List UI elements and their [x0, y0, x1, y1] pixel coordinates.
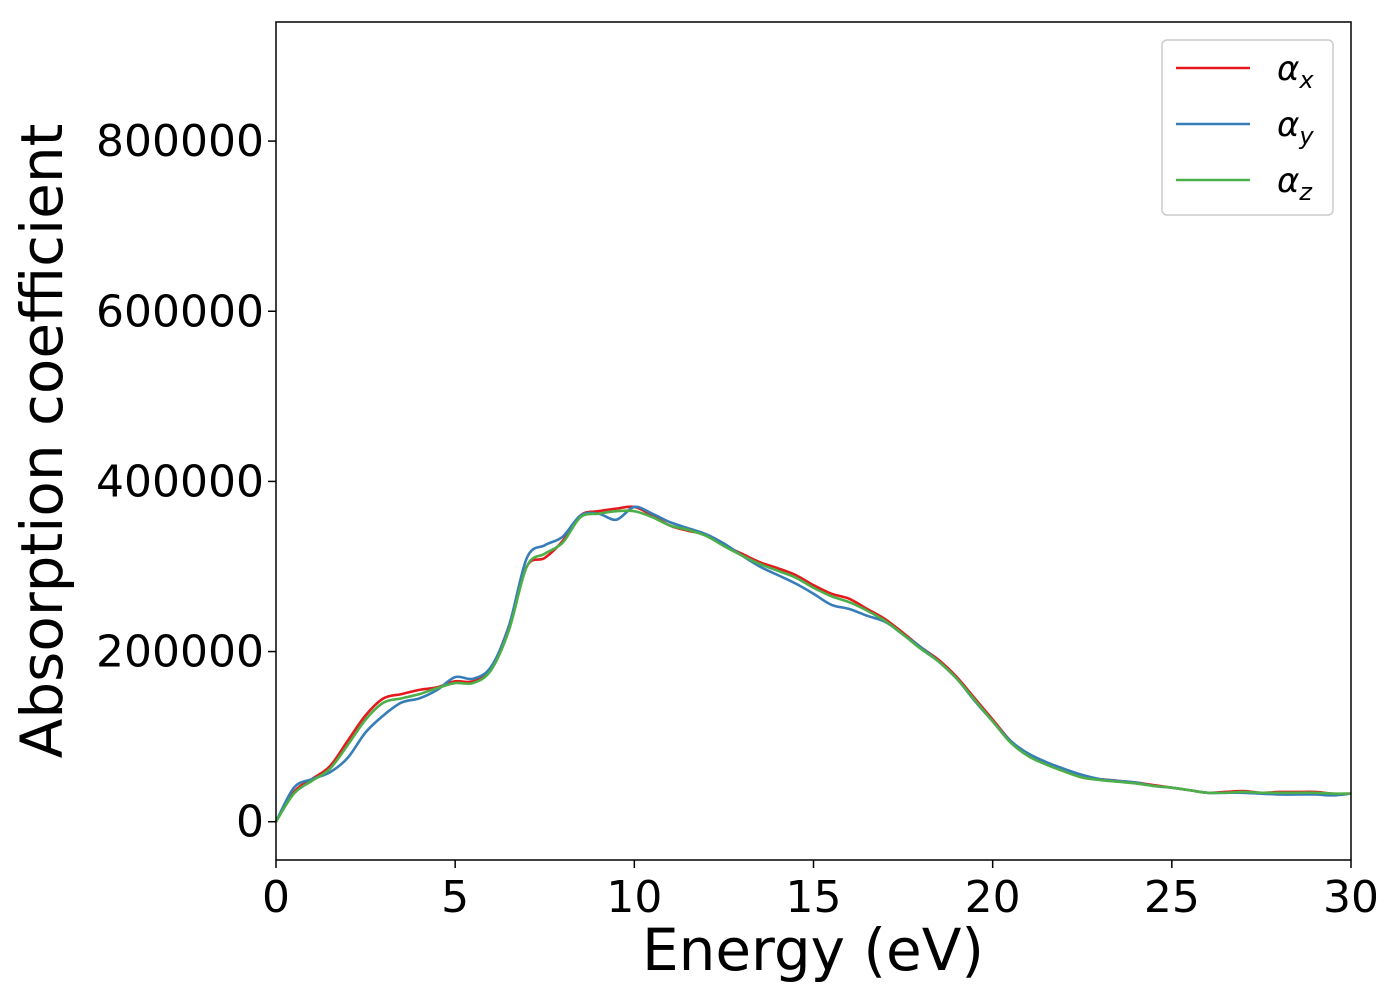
series-layer [274, 505, 1352, 823]
legend-label-base: α [1277, 105, 1299, 145]
y-tick-label: 200000 [96, 627, 264, 678]
legend-label-subscript: x [1298, 66, 1314, 94]
legend-label-subscript: y [1298, 122, 1314, 150]
legend-label-y: αy [1277, 105, 1314, 150]
legend-label-z: αz [1277, 161, 1313, 206]
x-axis-ticks: 0 5 10 15 20 25 30 [262, 860, 1379, 923]
x-tick-label: 15 [786, 872, 842, 923]
y-tick-label: 600000 [96, 286, 264, 337]
legend-label-base: α [1277, 49, 1299, 89]
y-axis-ticks: 0 200000 400000 600000 800000 [96, 116, 276, 848]
y-tick-label: 400000 [96, 456, 264, 507]
legend-box [1161, 39, 1334, 216]
y-tick-label: 0 [236, 797, 264, 848]
series-line-z [274, 509, 1352, 823]
x-tick-label: 20 [965, 872, 1021, 923]
legend-label-x: αx [1277, 49, 1314, 94]
series-line-y [274, 505, 1352, 823]
series-line-x [274, 505, 1352, 823]
x-tick-label: 5 [441, 872, 469, 923]
x-tick-label: 30 [1323, 872, 1379, 923]
x-tick-label: 0 [262, 872, 290, 923]
x-axis-label: Energy (eV) [642, 916, 984, 984]
y-tick-label: 800000 [96, 116, 264, 167]
legend-label-base: α [1277, 161, 1299, 201]
x-tick-label: 25 [1144, 872, 1200, 923]
x-tick-label: 10 [606, 872, 662, 923]
legend-label-subscript: z [1298, 178, 1313, 206]
y-axis-label: Absorption coefficient [8, 124, 76, 759]
